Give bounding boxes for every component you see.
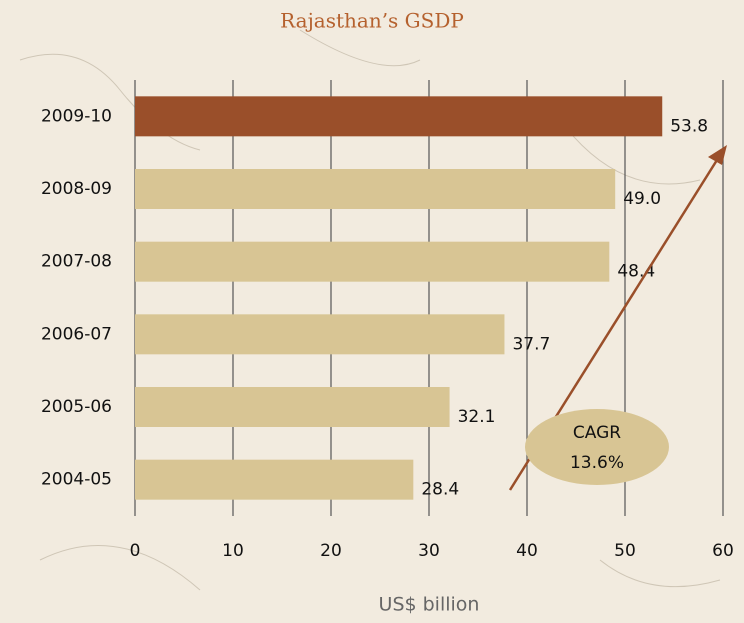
value-label: 48.4 — [617, 262, 655, 282]
annotation: 13.6% — [570, 453, 624, 473]
value-label: 28.4 — [421, 480, 459, 500]
x-axis-label: US$ billion — [379, 594, 480, 616]
bar — [135, 387, 450, 427]
value-label: 37.7 — [512, 334, 550, 354]
bar — [135, 314, 505, 355]
y-tick-label: 2007-08 — [41, 252, 112, 272]
x-tick-label: 10 — [222, 541, 244, 561]
bar — [135, 96, 663, 137]
value-label: 53.8 — [670, 116, 708, 136]
x-tick-label: 50 — [614, 541, 636, 561]
x-tick-label: 0 — [130, 541, 141, 561]
x-tick-label: 30 — [418, 541, 440, 561]
value-label: 49.0 — [623, 189, 661, 209]
x-tick-label: 20 — [320, 541, 342, 561]
value-label: 32.1 — [458, 407, 496, 427]
cagr-bubble — [525, 409, 669, 485]
x-tick-label: 60 — [712, 541, 734, 561]
bar — [135, 459, 414, 500]
arrow-head — [708, 145, 727, 165]
chart-title: Rajasthan’s GSDP — [280, 9, 464, 33]
annotation: CAGR — [573, 423, 621, 443]
y-tick-label: 2004-05 — [41, 470, 112, 490]
y-tick-label: 2008-09 — [41, 179, 112, 199]
y-tick-label: 2005-06 — [41, 397, 112, 417]
bar — [135, 241, 610, 282]
x-tick-label: 40 — [516, 541, 538, 561]
bar — [135, 169, 616, 209]
y-tick-label: 2009-10 — [41, 106, 112, 126]
y-tick-label: 2006-07 — [41, 324, 112, 344]
